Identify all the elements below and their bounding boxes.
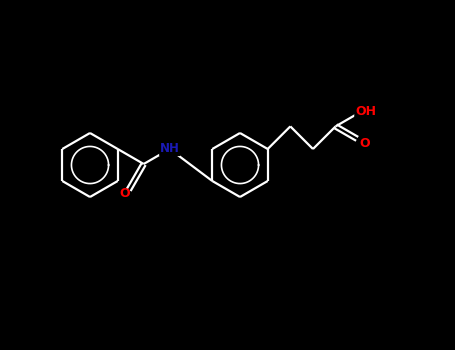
- Text: NH: NH: [160, 142, 180, 155]
- Text: OH: OH: [355, 105, 376, 118]
- Text: O: O: [359, 137, 369, 150]
- Text: O: O: [119, 188, 130, 201]
